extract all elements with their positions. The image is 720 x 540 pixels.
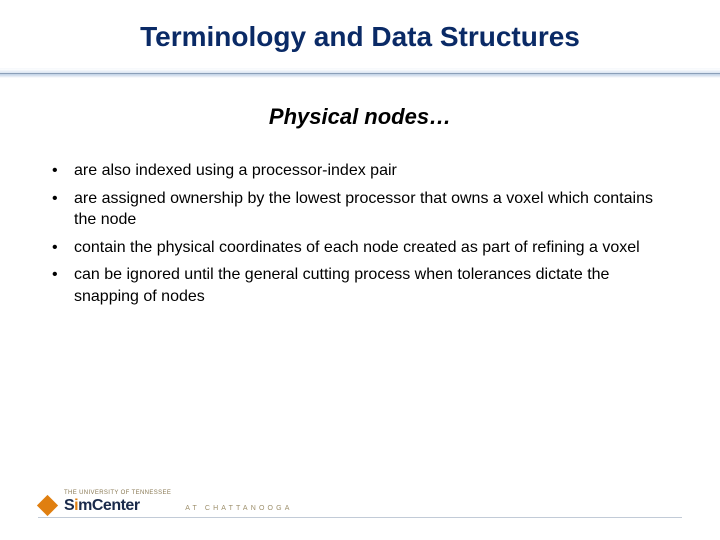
logo-brand-m: m: [78, 497, 92, 514]
footer: THE UNIVERSITY OF TENNESSEE SimCenter AT…: [0, 494, 720, 540]
slide-title: Terminology and Data Structures: [0, 22, 720, 53]
logo-brand: SimCenter: [64, 498, 171, 514]
list-item: are also indexed using a processor-index…: [44, 160, 676, 182]
bullet-list: are also indexed using a processor-index…: [44, 160, 676, 308]
list-item: contain the physical coordinates of each…: [44, 237, 676, 259]
title-band: Terminology and Data Structures: [0, 0, 720, 78]
logo-text: THE UNIVERSITY OF TENNESSEE SimCenter: [64, 490, 171, 514]
list-item: are assigned ownership by the lowest pro…: [44, 188, 676, 231]
logo-brand-center: Center: [92, 497, 140, 514]
slide-subtitle: Physical nodes…: [0, 104, 720, 130]
logo-university-line: THE UNIVERSITY OF TENNESSEE: [64, 490, 171, 496]
list-item: can be ignored until the general cutting…: [44, 264, 676, 307]
title-divider: [0, 68, 720, 78]
footer-logo: THE UNIVERSITY OF TENNESSEE SimCenter AT…: [38, 490, 293, 514]
logo-icon: [38, 496, 56, 514]
footer-divider: [38, 517, 682, 518]
logo-location: AT CHATTANOOGA: [185, 505, 292, 514]
logo-brand-s: S: [64, 497, 74, 514]
content-area: are also indexed using a processor-index…: [0, 130, 720, 314]
slide: Terminology and Data Structures Physical…: [0, 0, 720, 540]
